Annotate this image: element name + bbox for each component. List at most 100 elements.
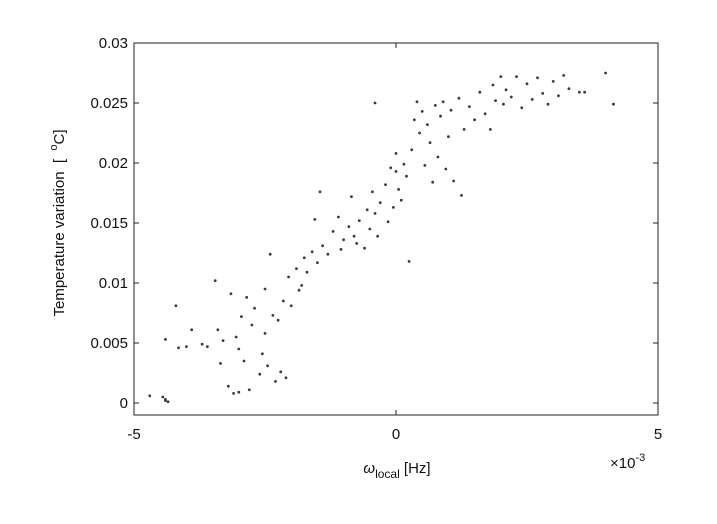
point [274,380,277,383]
point [253,306,256,310]
point [473,118,476,122]
point [276,318,280,322]
point [431,180,435,184]
point [216,328,220,332]
point [504,88,508,92]
point [213,279,217,282]
point [444,167,448,171]
point [365,208,369,212]
plot-frame [133,42,659,416]
point [439,114,442,118]
point [190,328,194,332]
point [399,198,403,202]
point [302,256,306,260]
point [339,248,343,251]
x-multiplier: ×10-3 [610,452,645,472]
point [420,110,424,113]
point [326,252,330,256]
point [557,94,560,98]
point [318,190,322,194]
point [310,250,314,254]
point [200,342,204,346]
point [174,304,178,308]
point [373,212,377,215]
point [386,220,390,224]
point [604,71,607,75]
point [300,284,304,287]
point [612,102,615,106]
x-multiplier-exponent: -3 [635,452,645,464]
point [483,112,487,116]
point [546,102,550,106]
point [494,99,497,102]
point [289,304,293,308]
point [313,218,317,221]
point [281,299,285,303]
point [263,287,267,291]
x-multiplier-base: ×10 [610,455,635,472]
point [562,74,566,77]
point [205,345,209,348]
point [148,394,152,398]
point [418,131,421,135]
point [373,101,377,105]
point [347,225,351,229]
point [447,135,450,139]
point [520,106,524,110]
y-tick-label: 0.03 [99,35,128,52]
point [234,335,238,339]
point [449,108,453,112]
point [412,118,416,122]
point [284,376,288,380]
point [410,148,414,152]
x-axis-label: ωlocal [Hz] [363,460,430,481]
point [389,166,393,170]
point [457,96,461,100]
point [295,267,298,270]
point [316,261,319,264]
point [321,244,325,248]
y-axis-label: Temperature variation [ oC] [48,129,68,316]
point [536,76,539,80]
x-tick-label: 5 [654,426,662,443]
point [240,315,243,318]
y-label-unit: C] [51,129,68,144]
y-tick-label: 0.02 [99,155,128,172]
point [452,179,456,183]
point [221,339,225,342]
point [415,100,419,104]
point [237,347,241,351]
point [266,364,270,368]
point [460,194,463,197]
point [394,170,398,173]
point [363,246,366,250]
point [279,370,283,374]
point [397,188,401,191]
point [402,162,406,166]
point [583,90,587,94]
point [567,87,571,90]
point [462,127,466,131]
point [499,75,503,78]
point [509,95,513,99]
point [185,345,188,348]
point [268,252,272,256]
point [515,75,518,78]
point [436,155,440,159]
y-label-superscript: o [48,144,60,150]
x-label-subscript: local [375,467,400,481]
point [271,314,275,317]
x-label-unit: [Hz] [400,460,431,477]
point [525,82,529,86]
point [164,399,167,402]
point [226,384,230,388]
y-tick-label: 0.005 [90,335,128,352]
point [166,400,170,404]
point [219,362,222,365]
point [245,296,249,299]
point [336,215,340,219]
point [371,190,374,194]
point [541,92,545,95]
x-tick-label: -5 [127,426,140,443]
